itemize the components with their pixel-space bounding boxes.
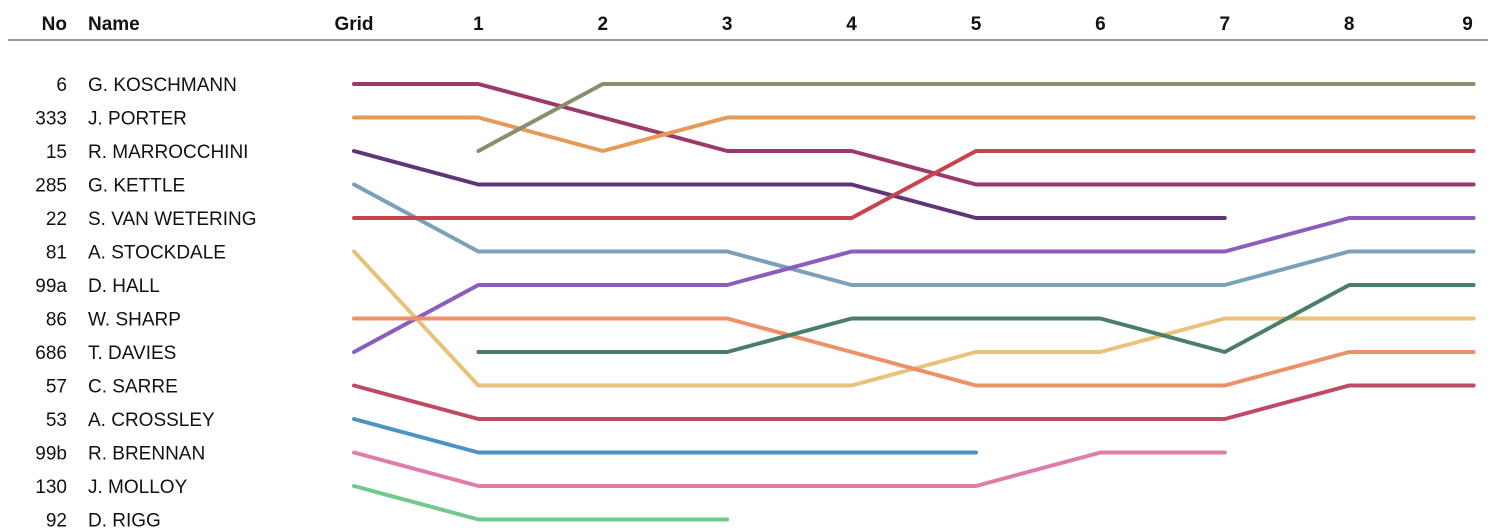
series-line [352, 115, 1476, 153]
lap-header: 5 [971, 14, 982, 35]
series-line [352, 383, 1476, 421]
series-line [476, 283, 1476, 354]
row-name: A. CROSSLEY [88, 410, 215, 431]
row-name: A. STOCKDALE [88, 243, 226, 264]
series-line [352, 149, 1227, 220]
row-no: 99b [35, 444, 67, 465]
row-no: 53 [46, 410, 67, 431]
lap-header: 9 [1462, 14, 1473, 35]
row-no: 57 [46, 377, 67, 398]
series-line [352, 182, 1476, 287]
row-no: 15 [46, 142, 67, 163]
series-line [352, 316, 1476, 388]
row-no: 92 [46, 511, 67, 530]
header-no: No [42, 14, 67, 35]
lap-header: 3 [722, 14, 733, 35]
row-no: 333 [35, 109, 67, 130]
row-name: J. PORTER [88, 109, 187, 130]
row-name: T. DAVIES [88, 343, 176, 364]
row-no: 686 [35, 343, 67, 364]
row-name: D. RIGG [88, 511, 161, 530]
series-line [476, 82, 1476, 153]
row-no: 81 [46, 243, 67, 264]
row-name: G. KETTLE [88, 176, 185, 197]
lap-header: 8 [1344, 14, 1355, 35]
row-no: 130 [35, 477, 67, 498]
row-no: 99a [35, 276, 67, 297]
header-grid: Grid [334, 14, 373, 35]
row-name: C. SARRE [88, 377, 178, 398]
row-name: W. SHARP [88, 310, 181, 331]
row-no: 22 [46, 209, 67, 230]
lap-header: 6 [1095, 14, 1106, 35]
header-name: Name [88, 14, 140, 35]
series-line [352, 216, 1476, 354]
row-name: S. VAN WETERING [88, 209, 257, 230]
row-name: D. HALL [88, 276, 160, 297]
series-line [352, 450, 1227, 488]
row-no: 86 [46, 310, 67, 331]
row-name: G. KOSCHMANN [88, 75, 237, 96]
row-no: 285 [35, 176, 67, 197]
series-line [352, 484, 730, 522]
series-line [352, 82, 1476, 187]
row-no: 6 [56, 75, 67, 96]
series-line [352, 417, 978, 455]
series-line [352, 149, 1476, 220]
lap-header: 1 [473, 14, 484, 35]
position-lines [352, 82, 1476, 522]
row-name: R. BRENNAN [88, 444, 205, 465]
row-name: R. MARROCCHINI [88, 142, 248, 163]
driver-rows: 6 G. KOSCHMANN 333 J. PORTER 15 R. MARROCCHIN… [35, 75, 256, 530]
lap-header: 2 [598, 14, 609, 35]
row-name: J. MOLLOY [88, 477, 188, 498]
lap-header: 4 [846, 14, 857, 35]
lap-header-group: 1 2 3 4 5 6 7 8 9 [473, 14, 1473, 35]
lap-header: 7 [1220, 14, 1231, 35]
